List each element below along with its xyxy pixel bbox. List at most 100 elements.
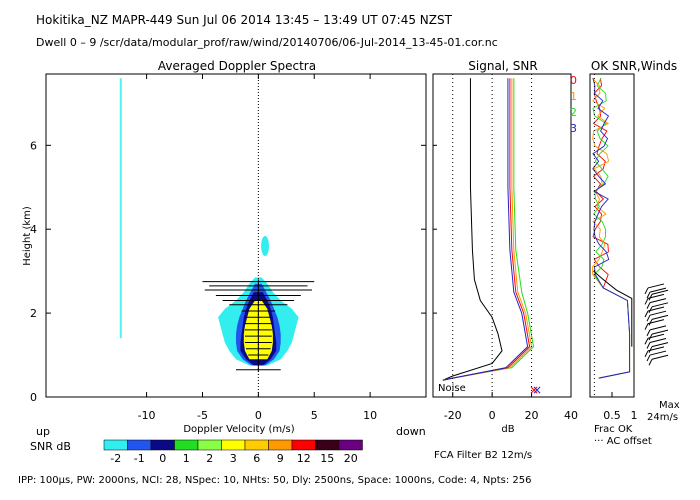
spectra-axes: -10 -5 0 5 10 0 2 4 6 — [30, 74, 426, 422]
wind-barb — [647, 333, 665, 339]
wind-barb-flag — [646, 329, 651, 337]
wind-barb — [647, 319, 665, 325]
wind-barb-flag — [646, 291, 651, 299]
spectra-title: Averaged Doppler Spectra — [158, 59, 316, 73]
header-line1: Hokitika_NZ MAPR-449 Sun Jul 06 2014 13:… — [36, 13, 453, 27]
frac-ok-line — [592, 78, 631, 379]
colorbar-swatch — [268, 439, 293, 451]
wind-barb-flag — [648, 359, 653, 366]
colorbar-value: 12 — [297, 452, 311, 465]
colorbar-swatch — [197, 439, 222, 451]
colorbar-swatch — [315, 439, 340, 451]
colorbar-value: 9 — [277, 452, 284, 465]
spectra-ytick-label: 4 — [30, 223, 37, 236]
up-label: up — [36, 425, 50, 438]
winds-xtick-label: 1 — [631, 409, 638, 422]
colorbar-value: -1 — [134, 452, 145, 465]
noise-label: Noise — [438, 383, 466, 394]
winds-legend-entry: 0 — [570, 74, 577, 87]
wind-barb — [649, 325, 667, 331]
wind-barb — [647, 293, 665, 299]
max-value: 24m/s — [647, 412, 678, 423]
wind-barb-flag — [648, 306, 653, 314]
wind-barb-flag — [646, 342, 651, 349]
wind-barb — [649, 337, 667, 343]
wind-barb — [649, 350, 667, 356]
wind-barb — [651, 354, 669, 360]
wind-barb — [651, 329, 669, 335]
colorbar-value: 20 — [344, 452, 358, 465]
spectra-contours — [119, 78, 315, 372]
winds-title: OK SNR,Winds — [591, 59, 677, 73]
winds-legend-entry: 2 — [570, 106, 577, 119]
colorbar-label: SNR dB — [30, 440, 71, 453]
signal-frame — [432, 73, 572, 398]
wind-barb-flag — [648, 333, 653, 341]
ok-snr-winds-panel: OK SNR,Winds 0 1 2 3 0.5 1 Frac OK ··· AC of… — [570, 59, 680, 447]
winds-legend-entry: 3 — [570, 122, 577, 135]
spectra-xlabel: Doppler Velocity (m/s) — [183, 424, 294, 435]
colorbar-value: 1 — [183, 452, 190, 465]
snr-colorbar: -2 -1 0 1 2 3 6 9 12 15 20 — [103, 439, 363, 465]
winds-legend: 0 1 2 3 — [570, 74, 577, 135]
header-line2: Dwell 0 – 9 /scr/data/modular_prof/raw/w… — [36, 36, 498, 49]
winds-lines — [591, 77, 633, 379]
wind-barb-flag — [646, 302, 651, 309]
wind-profile-line — [593, 270, 633, 347]
wind-barb-flag — [644, 323, 649, 330]
clutter-strip — [119, 78, 122, 339]
winds-axes: 0.5 1 — [593, 74, 638, 422]
max-label: Max — [659, 400, 680, 411]
colorbar-value: 2 — [206, 452, 213, 465]
wind-barb — [651, 302, 669, 308]
wind-barb — [647, 306, 665, 312]
wind-barb-flag — [646, 354, 651, 362]
signal-series-line — [442, 78, 535, 381]
wind-barb-flag — [644, 287, 649, 295]
signal-xtick-label: -20 — [444, 409, 462, 422]
wind-barb — [649, 298, 667, 304]
down-label: down — [396, 425, 426, 438]
winds-xtick-label: 0.5 — [603, 409, 621, 422]
wind-barb-flag — [646, 314, 651, 322]
wind-barb — [651, 289, 669, 295]
signal-snr-panel: Signal, SNR -20 0 20 40 Noise dB × × FCA Fi… — [432, 59, 578, 461]
winds-xlabel: Frac OK — [594, 424, 633, 435]
frac-ok-line — [592, 77, 631, 379]
wind-barb — [651, 314, 669, 320]
wind-barb-flag — [648, 346, 653, 353]
wind-barb-flag — [648, 294, 653, 301]
signal-xlabel: dB — [501, 424, 514, 435]
colorbar-swatch — [127, 439, 152, 451]
signal-series-line — [442, 78, 503, 381]
spectra-ylabel: Height (km) — [22, 206, 33, 266]
signal-xtick-label: 0 — [489, 409, 496, 422]
spectra-xtick-label: 10 — [363, 409, 377, 422]
signal-series-line — [442, 78, 531, 381]
spectra-xtick-label: 5 — [311, 409, 318, 422]
ac-offset-label: ··· AC offset — [594, 436, 652, 447]
signal-series-line — [442, 78, 529, 381]
signal-xtick-label: 20 — [525, 409, 539, 422]
wind-barb-flag — [644, 338, 649, 345]
upper-echo — [261, 235, 270, 256]
colorbar-swatch — [103, 439, 128, 451]
signal-axes: -20 0 20 40 — [433, 74, 578, 422]
filter-label: FCA Filter B2 12m/s — [434, 450, 532, 461]
spectra-ytick-label: 2 — [30, 307, 37, 320]
spectra-xtick-label: -5 — [197, 409, 208, 422]
spectra-xtick-label: -10 — [138, 409, 156, 422]
frac-ok-line — [592, 78, 631, 379]
colorbar-swatch — [244, 439, 269, 451]
wind-barb-flag — [644, 350, 649, 358]
colorbar-value: 3 — [230, 452, 237, 465]
footer-params: IPP: 100μs, PW: 2000ns, NCI: 28, NSpec: … — [18, 475, 531, 486]
colorbar-value: -2 — [110, 452, 121, 465]
spectra-ytick-label: 6 — [30, 139, 37, 152]
wind-barb — [649, 310, 667, 316]
signal-lines — [442, 78, 535, 381]
signal-marker-x2: × — [532, 383, 542, 397]
spectra-ytick-label: 0 — [30, 391, 37, 404]
